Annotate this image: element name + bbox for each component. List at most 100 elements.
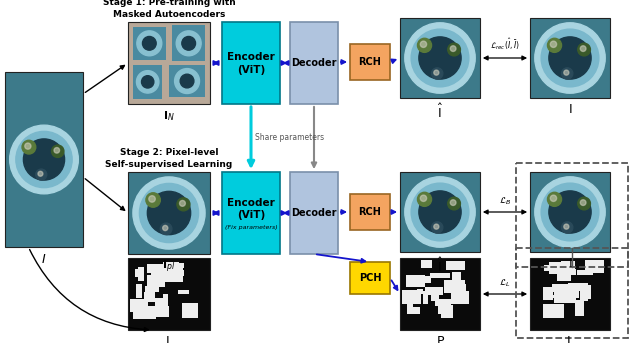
- FancyBboxPatch shape: [435, 299, 451, 306]
- FancyBboxPatch shape: [134, 269, 140, 276]
- Circle shape: [417, 38, 431, 52]
- Text: $\mathbf{I}_N$: $\mathbf{I}_N$: [163, 109, 175, 123]
- FancyBboxPatch shape: [150, 306, 169, 317]
- FancyBboxPatch shape: [151, 273, 171, 281]
- Text: $\mathbf{I}_{pl}$: $\mathbf{I}_{pl}$: [163, 259, 175, 275]
- FancyBboxPatch shape: [543, 287, 553, 300]
- FancyBboxPatch shape: [548, 295, 570, 298]
- FancyBboxPatch shape: [561, 261, 575, 273]
- FancyBboxPatch shape: [163, 294, 168, 310]
- FancyBboxPatch shape: [128, 258, 210, 330]
- Circle shape: [547, 192, 561, 206]
- Circle shape: [550, 195, 557, 201]
- Circle shape: [10, 125, 78, 194]
- FancyBboxPatch shape: [408, 297, 413, 310]
- Circle shape: [431, 222, 443, 233]
- FancyBboxPatch shape: [441, 305, 452, 318]
- Text: I: I: [42, 253, 46, 266]
- FancyBboxPatch shape: [406, 307, 420, 314]
- Circle shape: [22, 140, 36, 154]
- FancyBboxPatch shape: [130, 299, 148, 312]
- Circle shape: [420, 195, 427, 201]
- FancyBboxPatch shape: [147, 264, 164, 273]
- FancyBboxPatch shape: [452, 289, 457, 296]
- FancyBboxPatch shape: [425, 287, 444, 295]
- Circle shape: [141, 76, 154, 88]
- FancyBboxPatch shape: [145, 286, 153, 299]
- FancyBboxPatch shape: [452, 272, 461, 287]
- FancyBboxPatch shape: [178, 290, 189, 294]
- FancyBboxPatch shape: [222, 22, 280, 104]
- Circle shape: [434, 70, 439, 75]
- Circle shape: [405, 177, 475, 247]
- Circle shape: [52, 145, 64, 157]
- Text: $\mathcal{L}_L$: $\mathcal{L}_L$: [499, 277, 511, 289]
- Circle shape: [561, 68, 573, 79]
- FancyBboxPatch shape: [530, 18, 610, 98]
- Circle shape: [411, 29, 469, 87]
- FancyBboxPatch shape: [568, 283, 588, 287]
- Text: $\hat{\mathrm{I}}$: $\hat{\mathrm{I}}$: [437, 103, 443, 121]
- Circle shape: [161, 223, 172, 235]
- FancyBboxPatch shape: [134, 308, 153, 314]
- Circle shape: [182, 36, 196, 50]
- Circle shape: [163, 225, 168, 230]
- Circle shape: [140, 184, 198, 243]
- FancyBboxPatch shape: [176, 270, 184, 276]
- FancyBboxPatch shape: [182, 303, 198, 318]
- FancyBboxPatch shape: [138, 267, 144, 281]
- Circle shape: [54, 147, 60, 153]
- Text: Encoder: Encoder: [227, 198, 275, 208]
- FancyBboxPatch shape: [406, 275, 425, 287]
- FancyBboxPatch shape: [133, 306, 156, 319]
- Circle shape: [431, 68, 443, 79]
- FancyBboxPatch shape: [290, 172, 338, 254]
- Circle shape: [38, 171, 43, 176]
- FancyBboxPatch shape: [552, 284, 573, 292]
- Circle shape: [180, 200, 186, 206]
- FancyBboxPatch shape: [222, 172, 280, 254]
- FancyBboxPatch shape: [173, 263, 184, 268]
- FancyBboxPatch shape: [169, 64, 205, 97]
- Text: Stage 2: Pixel-level
Self-supervised Learning: Stage 2: Pixel-level Self-supervised Lea…: [106, 148, 232, 169]
- Circle shape: [137, 31, 162, 56]
- FancyBboxPatch shape: [431, 288, 440, 301]
- FancyBboxPatch shape: [530, 172, 610, 252]
- Text: $\hat{\mathrm{I}}$: $\hat{\mathrm{I}}$: [437, 257, 443, 275]
- FancyBboxPatch shape: [412, 275, 418, 281]
- Circle shape: [564, 224, 569, 229]
- FancyBboxPatch shape: [438, 301, 447, 314]
- Circle shape: [434, 224, 439, 229]
- FancyBboxPatch shape: [543, 304, 564, 318]
- FancyBboxPatch shape: [577, 304, 584, 314]
- Circle shape: [417, 192, 431, 206]
- FancyBboxPatch shape: [548, 262, 569, 274]
- Text: L: L: [566, 335, 573, 343]
- FancyBboxPatch shape: [133, 64, 163, 99]
- Text: Decoder: Decoder: [291, 58, 337, 68]
- FancyBboxPatch shape: [455, 284, 466, 298]
- FancyBboxPatch shape: [444, 281, 465, 293]
- FancyBboxPatch shape: [350, 44, 390, 80]
- Circle shape: [550, 41, 557, 47]
- Circle shape: [143, 36, 156, 50]
- Circle shape: [535, 177, 605, 247]
- Circle shape: [541, 183, 599, 241]
- Text: (Fix parameters): (Fix parameters): [225, 225, 277, 230]
- Circle shape: [578, 43, 591, 56]
- Circle shape: [136, 71, 159, 93]
- FancyBboxPatch shape: [400, 258, 480, 330]
- FancyBboxPatch shape: [160, 269, 182, 282]
- FancyBboxPatch shape: [155, 298, 164, 308]
- FancyBboxPatch shape: [584, 285, 591, 299]
- Circle shape: [177, 198, 190, 211]
- Circle shape: [561, 222, 573, 233]
- Text: $\mathrm{I}$: $\mathrm{I}$: [568, 103, 572, 116]
- Circle shape: [564, 70, 569, 75]
- FancyBboxPatch shape: [350, 194, 390, 230]
- FancyBboxPatch shape: [128, 172, 210, 254]
- Text: Decoder: Decoder: [291, 208, 337, 218]
- Circle shape: [419, 191, 461, 233]
- Circle shape: [419, 37, 461, 79]
- FancyBboxPatch shape: [402, 290, 421, 304]
